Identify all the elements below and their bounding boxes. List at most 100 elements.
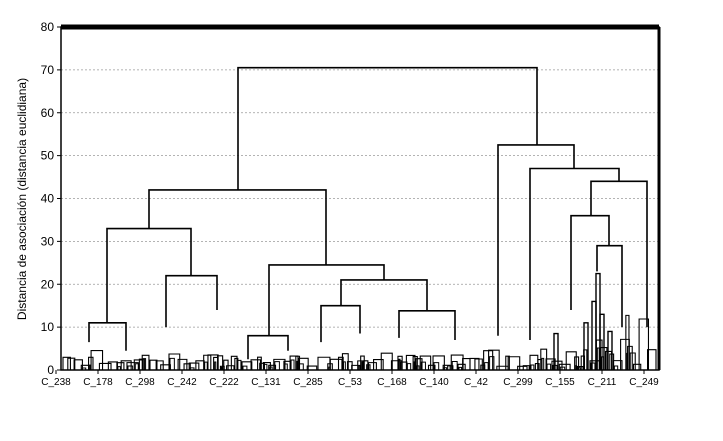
merge-group_A	[106, 227, 192, 323]
x-tick-label-9: C_140	[419, 377, 449, 388]
leaf-subcluster-2-7	[284, 363, 288, 370]
merge-root	[237, 66, 538, 190]
leaf-cluster-0-8	[116, 362, 125, 370]
leaf-cluster-3-13	[380, 352, 393, 370]
leaf-cluster-0-5	[90, 350, 104, 370]
x-axis-ticks: C_238 C_178 C_298 C_242 C_222 C_131 C_285 C_53 C…	[41, 370, 659, 388]
leaf-subcluster-1-10	[214, 361, 217, 370]
leaf-cluster-3-19	[415, 358, 423, 370]
leaf-subcluster-5-3	[541, 357, 545, 370]
leaf-cluster-1-13	[223, 359, 229, 370]
leaf-cluster-2-4	[262, 362, 271, 370]
merge-right_main	[497, 144, 575, 336]
leaf-cluster-6-8	[627, 345, 633, 370]
leaf-subcluster-3-17	[406, 363, 412, 370]
dense-spike-3	[583, 322, 589, 370]
leaf-cluster-1-6	[188, 362, 200, 370]
merge-R2	[590, 180, 648, 328]
leaf-cluster-3-22	[432, 355, 445, 370]
y-tick-label-40: 40	[41, 192, 55, 206]
leaf-subcluster-3-20	[420, 361, 426, 370]
merge-R1	[529, 167, 620, 340]
leaf-cluster-0-9	[120, 360, 132, 370]
leaf-subcluster-1-12	[220, 366, 223, 370]
leaf-cluster-0-3	[80, 364, 91, 370]
leaf-subcluster-3-23	[443, 367, 448, 370]
leaf-cluster-3-23	[442, 364, 451, 370]
leaf-cluster-5-4	[545, 358, 556, 370]
dense-spike-4	[553, 332, 559, 370]
leaf-cluster-6-12	[647, 349, 657, 370]
merge-A1	[88, 322, 127, 351]
leaf-cluster-4-4	[488, 349, 500, 370]
leaf-subcluster-5-9	[577, 367, 581, 370]
leaf-cluster-3-9	[363, 360, 369, 370]
leaf-cluster-1-17	[236, 359, 242, 370]
leaf-subcluster-6-1	[596, 347, 600, 370]
leaf-subcluster-3-8	[361, 361, 363, 370]
leaf-clutter	[62, 272, 657, 370]
leaf-cluster-6-10	[632, 363, 642, 370]
leaf-subcluster-5-8	[575, 365, 578, 370]
y-tick-label-10: 10	[41, 320, 55, 334]
y-axis-label: Distancia de asociación (distancia eucli…	[15, 78, 29, 320]
leaf-cluster-2-1	[250, 359, 262, 370]
leaf-subcluster-0-3	[81, 367, 87, 370]
leaf-subcluster-5-5	[552, 364, 558, 370]
leaf-subcluster-3-22	[433, 362, 440, 370]
leaf-cluster-2-0	[241, 361, 253, 370]
leaf-cluster-1-3	[168, 353, 181, 370]
leaf-subcluster-2-5	[269, 366, 273, 370]
leaf-subcluster-5-4	[546, 363, 552, 370]
leaf-cluster-4-7	[507, 356, 521, 370]
leaf-cluster-1-8	[203, 354, 212, 370]
merge-R4	[596, 244, 623, 328]
x-tick-label-14: C_249	[629, 377, 659, 388]
leaf-subcluster-2-9	[296, 360, 299, 370]
merge-B1	[247, 334, 289, 360]
leaf-cluster-3-26	[457, 363, 466, 370]
x-tick-label-10: C_42	[464, 377, 488, 388]
leaf-cluster-4-1	[474, 358, 483, 370]
y-axis-ticks: 0 10 20 30 40 50 60 70 80	[41, 20, 61, 377]
leaf-subcluster-5-0	[530, 364, 535, 370]
leaf-cluster-6-9	[629, 352, 636, 370]
leaf-cluster-5-7	[565, 351, 577, 370]
merge-B2	[340, 279, 428, 311]
leaf-subcluster-4-4	[489, 356, 495, 370]
leaf-subcluster-6-5	[613, 365, 619, 370]
leaf-cluster-2-5	[268, 364, 277, 370]
leaf-subcluster-1-8	[204, 361, 208, 370]
leaf-subcluster-3-15	[398, 358, 401, 370]
merge-B2a	[320, 304, 361, 343]
x-tick-label-13: C_211	[588, 377, 617, 388]
leaf-cluster-2-11	[306, 365, 318, 370]
x-tick-label-3: C_242	[167, 377, 197, 388]
merge-left_main	[148, 189, 327, 265]
dense-spike-2	[599, 313, 605, 370]
y-tick-label-50: 50	[41, 149, 55, 163]
merge-B2b	[398, 310, 456, 340]
leaf-subcluster-1-6	[189, 367, 195, 370]
leaf-cluster-3-6	[351, 364, 361, 370]
leaf-subcluster-3-19	[416, 365, 420, 370]
leaf-cluster-3-11	[367, 362, 377, 370]
merge-group_B	[268, 264, 385, 336]
y-tick-label-70: 70	[41, 63, 55, 77]
leaf-cluster-5-6	[558, 363, 571, 370]
leaf-cluster-1-14	[226, 365, 235, 370]
leaf-cluster-1-1	[155, 360, 164, 370]
leaf-cluster-2-9	[295, 355, 301, 370]
y-tick-label-60: 60	[41, 106, 55, 120]
x-tick-label-12: C_155	[545, 377, 575, 388]
leaf-cluster-3-18	[412, 355, 418, 370]
leaf-subcluster-2-4	[263, 363, 268, 370]
leaf-subcluster-6-0	[590, 362, 596, 370]
dendrogram-tree	[88, 66, 648, 360]
leaf-subcluster-0-8	[117, 366, 121, 370]
y-tick-label-0: 0	[47, 363, 54, 377]
leaf-cluster-1-0	[149, 359, 158, 370]
x-tick-label-11: C_299	[503, 377, 533, 388]
